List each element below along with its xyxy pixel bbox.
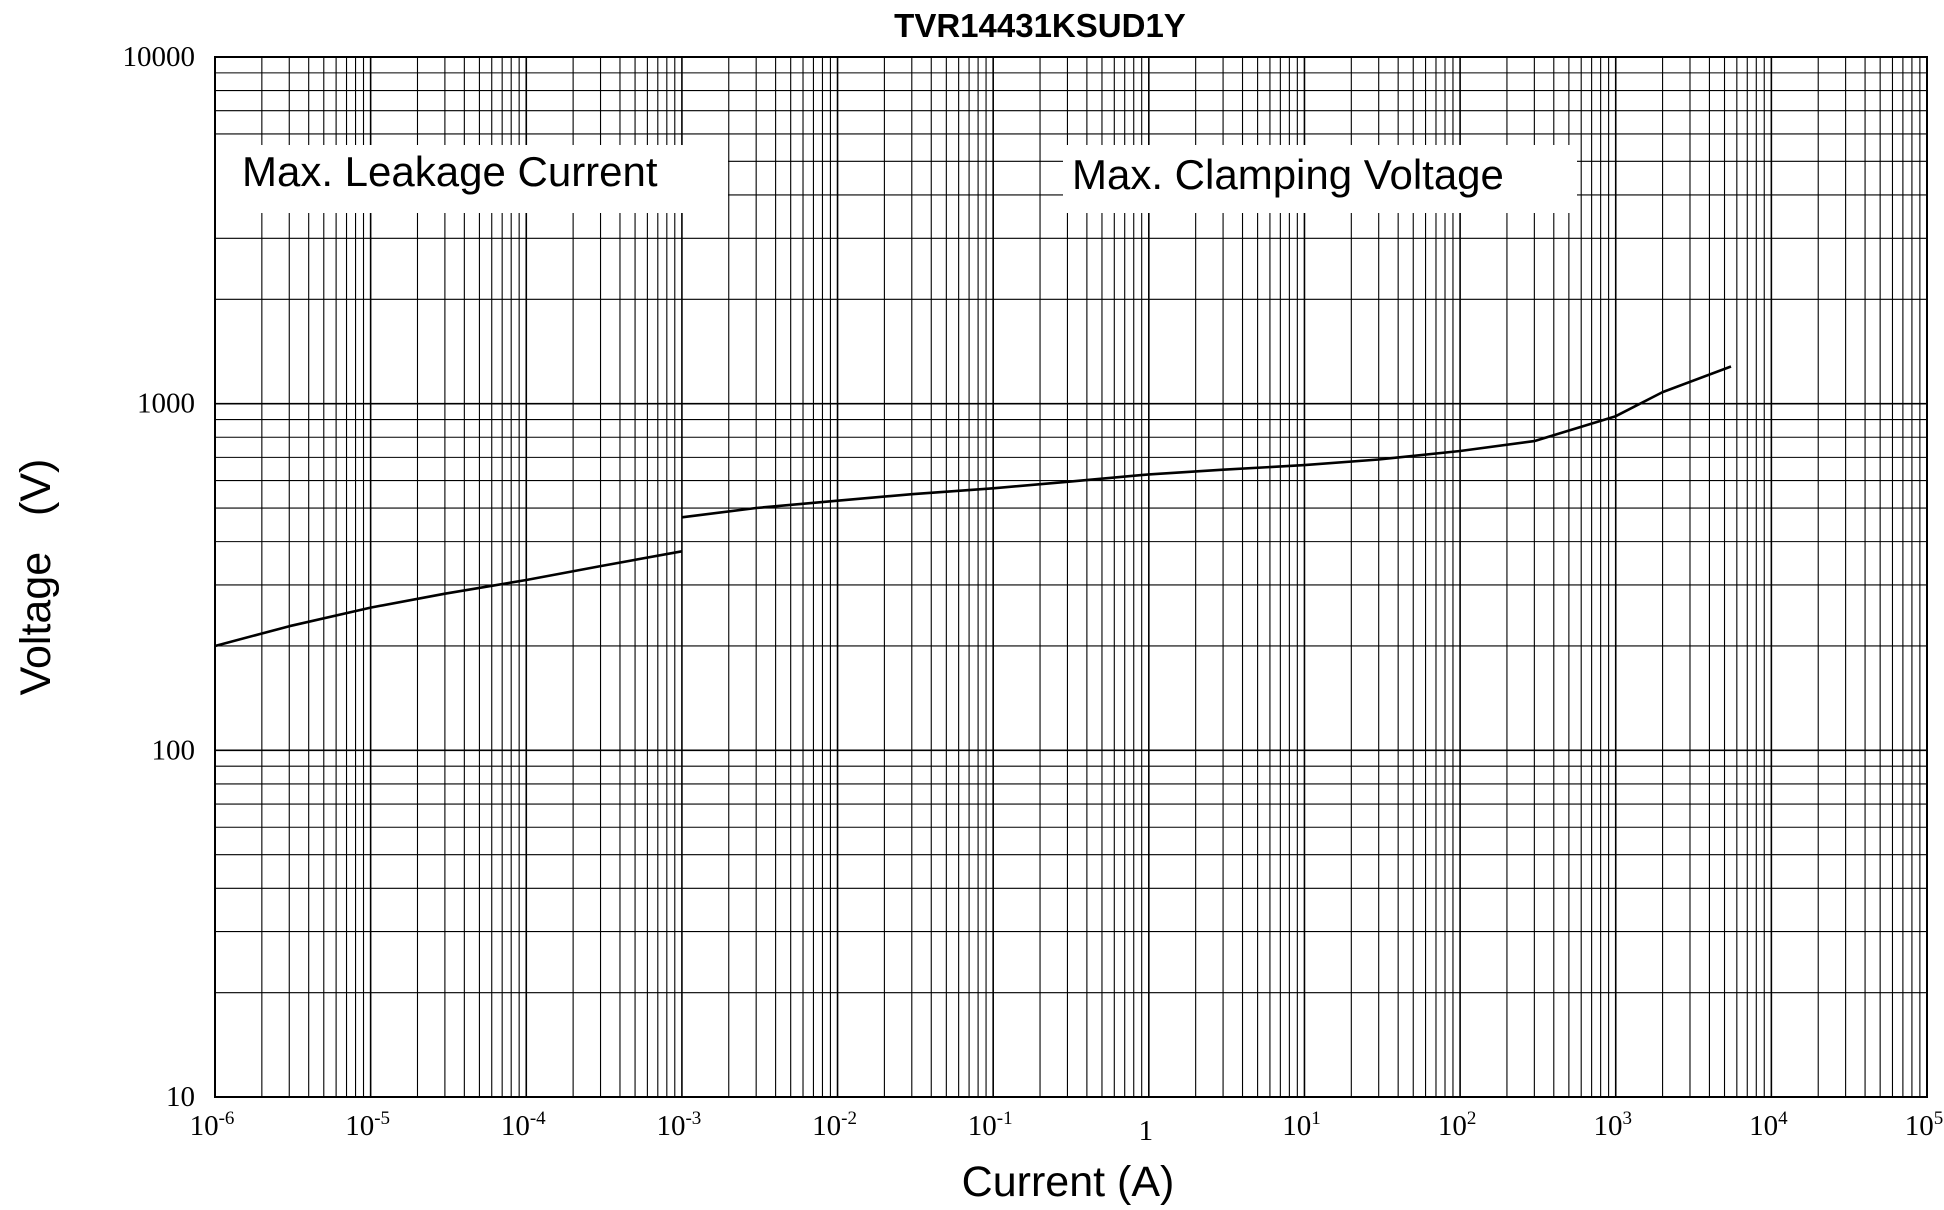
y-tick-label: 1000 [137, 388, 195, 420]
x-tick-label: 104 [1749, 1108, 1788, 1142]
x-tick-label: 101 [1282, 1108, 1321, 1142]
annotation-clamping: Max. Clamping Voltage [1072, 151, 1504, 198]
annotation-box-clamping [1063, 145, 1577, 213]
x-tick-label: 1 [1139, 1115, 1154, 1147]
x-tick-label: 103 [1593, 1108, 1632, 1142]
y-tick-label: 10000 [123, 41, 196, 73]
x-tick-label: 10-3 [656, 1108, 701, 1142]
x-axis-label: Current (A) [962, 1158, 1175, 1206]
series-line-1 [214, 550, 683, 648]
chart-title: TVR14431KSUD1Y [894, 7, 1186, 44]
y-axis-label: Voltage (V) [12, 459, 60, 696]
y-tick-label: 100 [152, 734, 196, 766]
x-tick-labels: 10-6 10-5 10-4 10-3 10-2 10-1 1 101 102 103 104 105 [190, 1108, 1944, 1147]
x-tick-label: 10-1 [968, 1108, 1013, 1142]
annotation-layer: Max. Leakage Current Max. Clamping Volta… [205, 145, 1577, 213]
series-line-2 [681, 365, 1732, 519]
x-tick-label: 10-6 [190, 1108, 235, 1142]
x-tick-label: 10-5 [345, 1108, 390, 1142]
x-tick-label: 10-4 [501, 1108, 546, 1142]
x-tick-label: 102 [1438, 1108, 1477, 1142]
y-tick-labels: 10 100 1000 10000 [123, 41, 196, 1113]
series-layer [214, 365, 1732, 648]
annotation-box-leakage [205, 145, 728, 213]
x-tick-label: 10-2 [812, 1108, 857, 1142]
y-tick-label: 10 [166, 1081, 195, 1113]
annotation-leakage: Max. Leakage Current [242, 148, 658, 195]
plot-frame [214, 56, 1928, 1098]
x-tick-label: 105 [1905, 1108, 1944, 1142]
